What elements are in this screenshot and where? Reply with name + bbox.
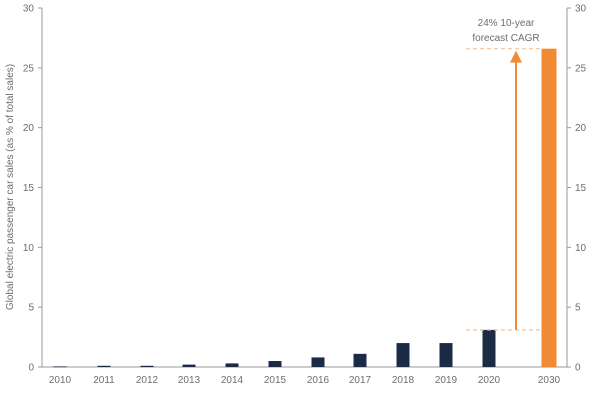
y-axis-right: 0 5 10 15 20 25 30 — [566, 4, 587, 374]
y-tick-label-right: 5 — [575, 303, 581, 314]
y-tick-label-left: 15 — [23, 183, 35, 194]
x-tick-label-2020: 2020 — [478, 375, 501, 386]
bar-2019 — [439, 343, 453, 367]
bar-2020 — [482, 329, 496, 367]
bar-2011 — [97, 365, 111, 367]
x-tick-label-2012: 2012 — [136, 375, 159, 386]
x-tick-label-2017: 2017 — [349, 375, 372, 386]
y-tick-label-right: 10 — [575, 243, 587, 254]
bar-2016 — [311, 357, 325, 367]
y-tick-label-left: 5 — [28, 303, 34, 314]
y-tick-label-right: 30 — [575, 4, 587, 15]
bar-2012 — [140, 365, 154, 367]
bar-2015 — [268, 361, 282, 367]
x-tick-label-2011: 2011 — [93, 375, 115, 386]
annotation-line-2: forecast CAGR — [472, 33, 539, 44]
bars — [53, 48, 557, 368]
cagr-annotation — [466, 48, 541, 331]
x-tick-label-2010: 2010 — [49, 375, 72, 386]
x-tick-label-2014: 2014 — [221, 375, 244, 386]
y-tick-label-left: 10 — [23, 243, 35, 254]
growth-arrow-head — [510, 50, 522, 63]
y-axis-left: 0 5 10 15 20 25 30 — [23, 4, 43, 374]
y-tick-label-right: 20 — [575, 123, 587, 134]
y-tick-label-left: 30 — [23, 4, 35, 15]
bar-2018 — [396, 343, 410, 367]
x-tick-label-2030: 2030 — [538, 375, 561, 386]
x-tick-label-2019: 2019 — [435, 375, 458, 386]
bar-2010 — [53, 366, 67, 368]
x-axis: 2010 2011 2012 2013 2014 2015 2016 2017 2018 2019… — [42, 366, 567, 386]
y-axis-title: Global electric passenger car sales (as … — [5, 64, 16, 310]
bar-2017 — [353, 353, 367, 367]
y-tick-label-right: 25 — [575, 63, 587, 74]
y-tick-label-left: 20 — [23, 123, 35, 134]
x-tick-label-2015: 2015 — [264, 375, 287, 386]
y-tick-label-right: 15 — [575, 183, 587, 194]
y-tick-label-left: 0 — [28, 363, 34, 374]
y-tick-label-right: 0 — [575, 363, 581, 374]
bar-2014 — [225, 363, 239, 367]
x-tick-label-2018: 2018 — [392, 375, 415, 386]
bar-2013 — [182, 364, 196, 367]
y-tick-label-left: 25 — [23, 63, 35, 74]
x-tick-label-2013: 2013 — [178, 375, 201, 386]
x-tick-label-2016: 2016 — [307, 375, 330, 386]
bar-forecast-2030 — [541, 48, 557, 367]
annotation-line-1: 24% 10-year — [478, 18, 535, 29]
